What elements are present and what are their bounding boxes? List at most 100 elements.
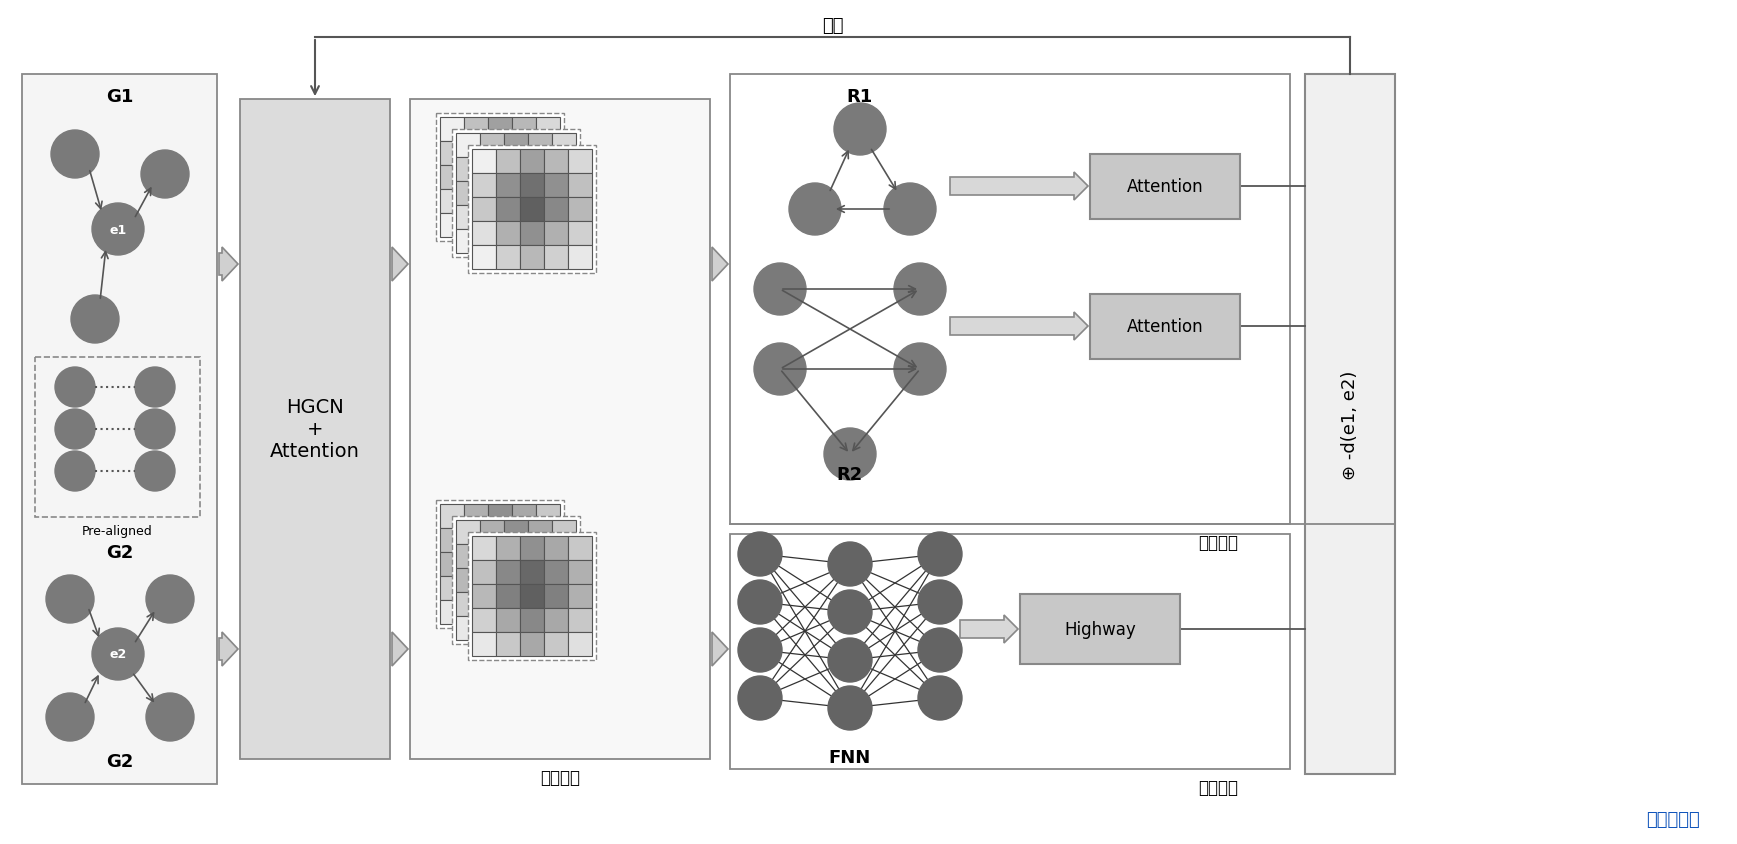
FancyArrow shape <box>950 173 1087 201</box>
Bar <box>1304 75 1395 774</box>
Circle shape <box>135 452 175 491</box>
Bar <box>512 528 537 552</box>
Circle shape <box>141 151 189 199</box>
Circle shape <box>917 581 962 625</box>
Bar <box>528 521 552 544</box>
Bar <box>472 174 497 197</box>
Bar <box>512 118 537 142</box>
Circle shape <box>45 576 94 623</box>
Bar <box>488 552 512 576</box>
Bar <box>467 146 596 273</box>
Circle shape <box>92 203 144 256</box>
Bar <box>537 118 559 142</box>
Bar <box>472 246 497 270</box>
Bar <box>552 206 577 230</box>
Circle shape <box>829 590 872 634</box>
Bar <box>436 500 565 628</box>
Bar <box>519 246 544 270</box>
Bar <box>512 600 537 625</box>
Bar <box>457 158 479 181</box>
Bar <box>544 222 568 246</box>
Bar <box>544 609 568 632</box>
Bar <box>519 174 544 197</box>
Bar <box>504 544 528 568</box>
Bar <box>479 230 504 254</box>
Bar <box>568 222 592 246</box>
Bar <box>504 134 528 158</box>
Bar <box>452 517 580 644</box>
Bar <box>439 505 464 528</box>
Bar <box>552 616 577 641</box>
Bar <box>497 197 519 222</box>
Circle shape <box>135 409 175 450</box>
Bar <box>439 142 464 165</box>
Bar <box>512 142 537 165</box>
Circle shape <box>56 368 96 408</box>
Bar <box>537 214 559 238</box>
Bar <box>1091 154 1240 219</box>
Bar <box>552 568 577 592</box>
Bar <box>464 165 488 190</box>
Bar <box>552 521 577 544</box>
Text: G2: G2 <box>106 752 134 770</box>
Circle shape <box>754 344 806 396</box>
Bar <box>537 165 559 190</box>
Bar <box>439 214 464 238</box>
Circle shape <box>789 184 841 235</box>
Text: 关系推理: 关系推理 <box>1199 533 1238 551</box>
Bar <box>537 528 559 552</box>
Bar <box>552 544 577 568</box>
Bar <box>528 568 552 592</box>
Bar <box>512 505 537 528</box>
Bar <box>464 576 488 600</box>
Bar <box>519 150 544 174</box>
Bar <box>457 206 479 230</box>
Bar <box>504 181 528 206</box>
Bar <box>452 130 580 257</box>
Bar <box>479 206 504 230</box>
Bar <box>488 505 512 528</box>
Bar <box>472 222 497 246</box>
Circle shape <box>917 676 962 720</box>
Circle shape <box>884 184 936 235</box>
Bar <box>519 609 544 632</box>
Bar <box>464 528 488 552</box>
Bar <box>457 521 479 544</box>
Circle shape <box>738 628 782 672</box>
Bar <box>528 206 552 230</box>
Bar <box>479 616 504 641</box>
Text: HGCN
+
Attention: HGCN + Attention <box>269 398 360 461</box>
Bar <box>552 158 577 181</box>
Bar <box>730 75 1291 524</box>
Bar <box>504 230 528 254</box>
Bar <box>537 600 559 625</box>
Bar <box>467 533 596 660</box>
Circle shape <box>823 429 875 480</box>
Bar <box>497 609 519 632</box>
Circle shape <box>829 686 872 730</box>
Bar <box>464 190 488 214</box>
Bar <box>537 142 559 165</box>
Bar <box>479 181 504 206</box>
Bar <box>568 584 592 609</box>
Bar <box>23 75 217 784</box>
Bar <box>504 521 528 544</box>
Bar <box>497 222 519 246</box>
Bar <box>544 560 568 584</box>
Bar <box>504 568 528 592</box>
Bar <box>537 552 559 576</box>
Text: Pre-aligned: Pre-aligned <box>82 525 153 538</box>
Bar <box>528 181 552 206</box>
Bar <box>519 632 544 657</box>
Bar <box>472 609 497 632</box>
Text: R1: R1 <box>848 88 874 106</box>
Bar <box>436 114 565 241</box>
Bar <box>528 592 552 616</box>
Bar <box>512 190 537 214</box>
Circle shape <box>834 104 886 156</box>
Bar <box>528 158 552 181</box>
Circle shape <box>56 409 96 450</box>
Bar <box>497 174 519 197</box>
Bar <box>472 632 497 657</box>
Bar <box>568 632 592 657</box>
